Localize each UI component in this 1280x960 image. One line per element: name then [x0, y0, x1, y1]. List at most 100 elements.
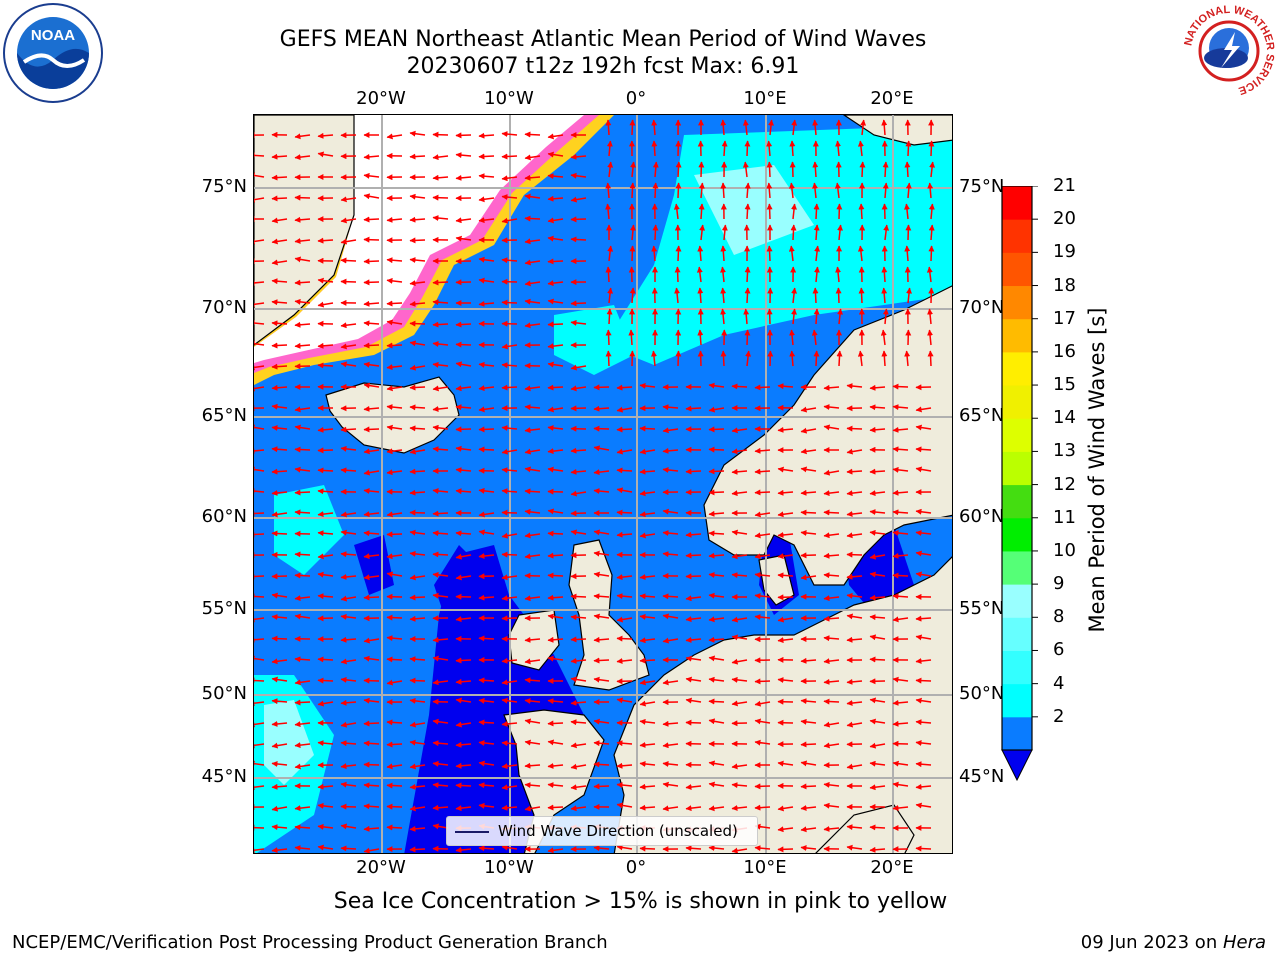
wave-direction-arrow [708, 426, 725, 433]
wave-direction-arrow [294, 742, 311, 749]
wave-direction-arrow [254, 196, 265, 203]
wave-direction-arrow [254, 279, 265, 286]
colorbar-band [1002, 285, 1032, 320]
wave-direction-arrow [570, 490, 587, 497]
colorbar-band [1002, 550, 1032, 585]
wave-direction-arrow [593, 740, 610, 747]
wave-direction-arrow [823, 825, 840, 832]
wave-direction-arrow [754, 845, 771, 852]
wave-direction-arrow [593, 783, 610, 790]
wave-direction-arrow [639, 741, 656, 748]
wave-direction-arrow [846, 448, 863, 455]
wave-direction-arrow [892, 552, 909, 559]
wave-direction-arrow [652, 161, 659, 178]
top-lon-label: 0° [625, 88, 647, 109]
wave-direction-arrow [869, 509, 886, 516]
wave-direction-arrow [892, 676, 909, 683]
wave-direction-arrow [616, 762, 633, 769]
wave-direction-arrow [524, 427, 541, 434]
wave-direction-arrow [766, 203, 773, 220]
wave-direction-arrow [432, 321, 449, 328]
wave-direction-arrow [593, 676, 610, 683]
wave-direction-arrow [363, 803, 380, 810]
wave-direction-arrow [363, 782, 380, 789]
wave-direction-arrow [860, 119, 867, 136]
wave-direction-arrow [455, 782, 472, 789]
wave-direction-arrow [869, 571, 886, 578]
wave-direction-arrow [800, 741, 817, 748]
wave-direction-arrow [547, 133, 564, 140]
wave-direction-arrow [927, 329, 934, 346]
wave-direction-arrow [478, 553, 495, 560]
wave-direction-arrow [607, 245, 614, 262]
wave-direction-arrow [409, 615, 426, 622]
wave-direction-arrow [340, 763, 357, 770]
date-text: 09 Jun 2023 on [1080, 932, 1223, 953]
wave-direction-arrow [720, 119, 727, 136]
wave-direction-arrow [708, 489, 725, 496]
wave-direction-arrow [869, 742, 886, 749]
wave-direction-arrow [478, 845, 495, 852]
wave-direction-arrow [754, 571, 771, 578]
wave-direction-arrow [869, 594, 886, 601]
wave-direction-arrow [754, 700, 771, 707]
wave-direction-arrow [271, 720, 288, 727]
wave-direction-arrow [271, 238, 288, 245]
wave-direction-arrow [708, 781, 725, 788]
wave-direction-arrow [547, 173, 564, 180]
wave-direction-arrow [823, 595, 840, 602]
wave-direction-arrow [363, 637, 380, 644]
wave-direction-arrow [432, 487, 449, 494]
wave-direction-arrow [629, 245, 636, 262]
colorbar-tick-label: 2 [1053, 705, 1065, 727]
wave-direction-arrow [271, 824, 288, 831]
wave-direction-arrow [478, 782, 495, 789]
wave-direction-arrow [823, 532, 840, 539]
wave-direction-arrow [639, 679, 656, 686]
wave-direction-arrow [409, 300, 426, 307]
wave-direction-arrow [478, 739, 495, 746]
wave-direction-arrow [317, 511, 334, 518]
wave-direction-arrow [409, 384, 426, 391]
wave-direction-arrow [455, 616, 472, 623]
wave-direction-arrow [903, 203, 910, 220]
wave-direction-arrow [904, 245, 911, 262]
wave-direction-arrow [317, 237, 334, 244]
wave-direction-arrow [662, 530, 679, 537]
wave-direction-arrow [432, 782, 449, 789]
wave-direction-arrow [547, 361, 564, 368]
wave-direction-arrow [685, 784, 702, 791]
wave-direction-arrow [271, 573, 288, 580]
wave-direction-arrow [731, 383, 748, 390]
wave-direction-arrow [386, 342, 403, 349]
wave-direction-arrow [906, 287, 913, 304]
wave-direction-arrow [570, 614, 587, 621]
wave-direction-arrow [501, 131, 518, 138]
top-lon-label: 20°E [870, 88, 914, 109]
wave-direction-arrow [777, 677, 794, 684]
wave-direction-arrow [915, 658, 932, 665]
wave-direction-arrow [294, 551, 311, 558]
wave-direction-arrow [524, 322, 541, 329]
wave-direction-arrow [823, 572, 840, 579]
wave-direction-arrow [605, 266, 612, 283]
wave-direction-arrow [294, 424, 311, 431]
wave-direction-arrow [846, 844, 863, 851]
wave-direction-arrow [570, 742, 587, 749]
wave-direction-arrow [628, 329, 635, 346]
wave-direction-arrow [685, 573, 702, 580]
wave-direction-arrow [674, 287, 681, 304]
wave-direction-arrow [271, 783, 288, 790]
wave-direction-arrow [409, 763, 426, 770]
wave-direction-arrow [524, 595, 541, 602]
wave-direction-arrow [639, 804, 656, 811]
wave-direction-arrow [846, 592, 863, 599]
wave-direction-arrow [570, 676, 587, 683]
wave-direction-arrow [697, 329, 704, 346]
wave-direction-arrow [501, 595, 518, 602]
wave-direction-arrow [317, 844, 334, 851]
wave-direction-arrow [547, 762, 564, 769]
wave-direction-arrow [928, 140, 935, 157]
wave-direction-arrow [501, 448, 518, 455]
wave-direction-arrow [409, 468, 426, 475]
